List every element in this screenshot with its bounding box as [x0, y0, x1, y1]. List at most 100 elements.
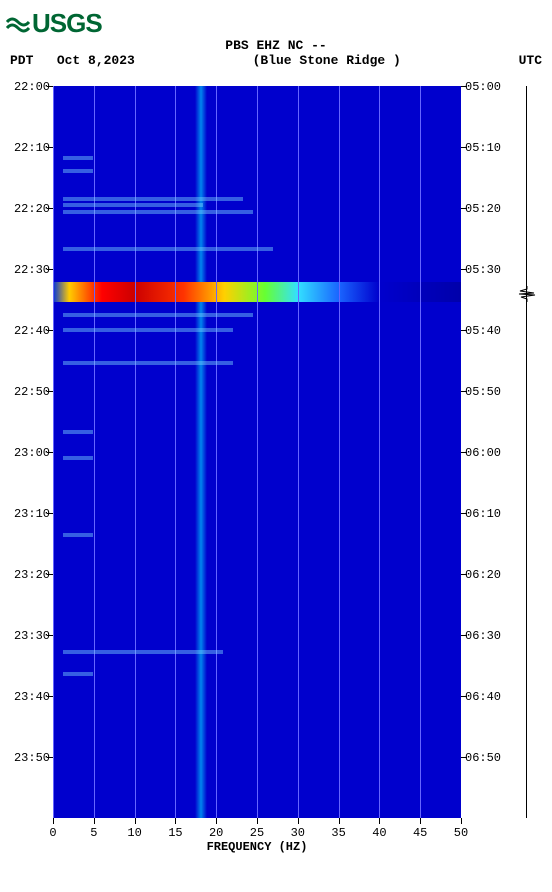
pdt-tick-label: 22:50: [0, 385, 50, 399]
pdt-tick-label: 22:40: [0, 324, 50, 338]
right-timezone: UTC: [519, 53, 542, 68]
x-tick: [94, 818, 95, 824]
tick-mark: [461, 635, 467, 636]
tick-mark: [47, 269, 53, 270]
logo-text: USGS: [32, 8, 102, 39]
tick-mark: [47, 86, 53, 87]
x-tick: [379, 818, 380, 824]
tick-mark: [47, 696, 53, 697]
tick-mark: [461, 757, 467, 758]
utc-tick-label: 05:40: [465, 324, 515, 338]
tick-mark: [47, 574, 53, 575]
pdt-time-axis: 22:0022:1022:2022:3022:4022:5023:0023:10…: [0, 86, 50, 818]
gridline: [216, 86, 217, 818]
utc-tick-label: 06:10: [465, 507, 515, 521]
pdt-tick-label: 23:50: [0, 751, 50, 765]
tick-mark: [461, 269, 467, 270]
faint-signal: [63, 197, 243, 201]
utc-tick-label: 05:30: [465, 263, 515, 277]
x-tick-label: 45: [413, 826, 427, 840]
gridline: [257, 86, 258, 818]
faint-signal: [63, 672, 93, 676]
gridline: [298, 86, 299, 818]
tick-mark: [461, 330, 467, 331]
wave-icon: [6, 12, 30, 36]
faint-signal: [63, 456, 93, 460]
faint-signal: [63, 430, 93, 434]
x-tick-label: 30: [291, 826, 305, 840]
gridline: [135, 86, 136, 818]
frequency-axis: FREQUENCY (HZ) 05101520253035404550: [53, 818, 461, 858]
usgs-logo: USGS: [6, 8, 102, 39]
tick-mark: [47, 391, 53, 392]
pdt-tick-label: 22:10: [0, 141, 50, 155]
utc-tick-label: 06:00: [465, 446, 515, 460]
gridline: [175, 86, 176, 818]
tick-mark: [461, 574, 467, 575]
x-tick: [135, 818, 136, 824]
x-tick: [298, 818, 299, 824]
tick-mark: [47, 513, 53, 514]
seismogram-trace: [526, 86, 527, 818]
faint-signal: [63, 203, 203, 207]
pdt-tick-label: 23:30: [0, 629, 50, 643]
pdt-tick-label: 23:10: [0, 507, 50, 521]
pdt-tick-label: 23:20: [0, 568, 50, 582]
faint-signal: [63, 313, 253, 317]
header-date: Oct 8,2023: [57, 53, 135, 68]
x-tick: [53, 818, 54, 824]
tick-mark: [47, 330, 53, 331]
tick-mark: [461, 208, 467, 209]
tick-mark: [461, 391, 467, 392]
x-tick-label: 40: [372, 826, 386, 840]
tick-mark: [461, 452, 467, 453]
utc-tick-label: 06:50: [465, 751, 515, 765]
x-tick: [216, 818, 217, 824]
x-tick-label: 0: [49, 826, 56, 840]
x-tick: [175, 818, 176, 824]
utc-tick-label: 05:00: [465, 80, 515, 94]
left-timezone: PDT: [10, 53, 33, 68]
x-axis-title: FREQUENCY (HZ): [53, 840, 461, 854]
x-tick-label: 35: [331, 826, 345, 840]
utc-tick-label: 06:40: [465, 690, 515, 704]
x-tick-label: 20: [209, 826, 223, 840]
tick-mark: [47, 452, 53, 453]
chart-header: PBS EHZ NC -- PDT Oct 8,2023 (Blue Stone…: [0, 38, 552, 68]
faint-signal: [63, 650, 223, 654]
pdt-tick-label: 22:00: [0, 80, 50, 94]
gridline: [379, 86, 380, 818]
tick-mark: [47, 208, 53, 209]
tick-mark: [461, 696, 467, 697]
utc-tick-label: 06:20: [465, 568, 515, 582]
spectrogram-chart: 22:0022:1022:2022:3022:4022:5023:0023:10…: [0, 86, 552, 856]
faint-signal: [63, 210, 253, 214]
tick-mark: [47, 635, 53, 636]
x-tick-label: 10: [127, 826, 141, 840]
pdt-tick-label: 23:00: [0, 446, 50, 460]
utc-tick-label: 05:50: [465, 385, 515, 399]
gridline: [53, 86, 54, 818]
utc-tick-label: 05:10: [465, 141, 515, 155]
faint-signal: [63, 361, 233, 365]
pdt-tick-label: 23:40: [0, 690, 50, 704]
tick-mark: [461, 86, 467, 87]
faint-signal: [63, 247, 273, 251]
x-tick: [339, 818, 340, 824]
faint-signal: [63, 156, 93, 160]
persistent-noise-line: [195, 86, 207, 818]
tick-mark: [47, 147, 53, 148]
x-tick-label: 50: [454, 826, 468, 840]
pdt-tick-label: 22:30: [0, 263, 50, 277]
faint-signal: [63, 169, 93, 173]
tick-mark: [461, 147, 467, 148]
x-tick-label: 25: [250, 826, 264, 840]
gridline: [94, 86, 95, 818]
faint-signal: [63, 328, 233, 332]
faint-signal: [63, 533, 93, 537]
tick-mark: [461, 513, 467, 514]
x-tick: [420, 818, 421, 824]
utc-time-axis: 05:0005:1005:2005:3005:4005:5006:0006:10…: [465, 86, 515, 818]
tick-mark: [47, 757, 53, 758]
x-tick: [461, 818, 462, 824]
